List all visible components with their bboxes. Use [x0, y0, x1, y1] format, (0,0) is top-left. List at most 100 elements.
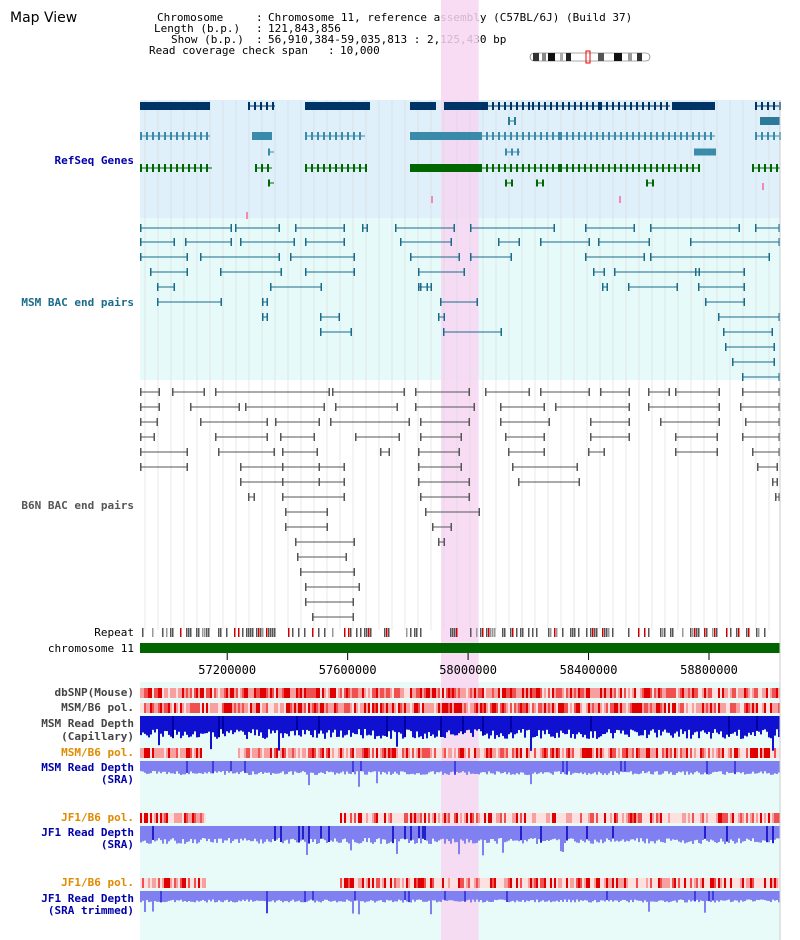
repeat-element — [238, 628, 240, 637]
heat-cell — [656, 688, 658, 698]
depth-bar — [152, 891, 154, 912]
b6n-bac-pair-end — [275, 418, 277, 426]
b6n-bac-pair — [335, 403, 398, 411]
depth-bar — [420, 826, 422, 844]
depth-bar — [660, 826, 662, 842]
b6n-bac-pair — [140, 463, 188, 471]
depth-bar — [300, 716, 302, 737]
depth-bar — [278, 826, 280, 839]
depth-bar — [740, 716, 742, 739]
heat-cell — [692, 688, 694, 698]
depth-bar — [430, 761, 432, 772]
depth-bar — [592, 826, 594, 844]
depth-bar — [578, 761, 580, 774]
depth-bar — [664, 891, 666, 902]
depth-bar — [438, 891, 440, 902]
heat-cell — [360, 703, 362, 713]
msm-bac-pair-end — [443, 328, 445, 336]
depth-bar — [516, 716, 518, 734]
depth-bar — [504, 761, 506, 772]
depth-bar — [350, 761, 352, 775]
heat-cell — [684, 748, 686, 758]
depth-bar — [152, 761, 154, 772]
heat-cell — [344, 703, 346, 713]
depth-bar — [200, 716, 202, 734]
depth-bar — [360, 761, 362, 772]
b6n-bac-pair-end — [238, 403, 240, 411]
depth-bar — [378, 891, 380, 901]
heat-cell — [496, 878, 498, 888]
heat-cell — [554, 703, 556, 713]
depth-bar — [356, 891, 358, 901]
gene-exon — [632, 132, 634, 140]
depth-bar — [556, 716, 558, 733]
heat-cell — [414, 748, 416, 758]
heat-cell — [202, 688, 204, 698]
heat-cell — [594, 748, 596, 758]
depth-bar — [712, 716, 714, 733]
depth-bar — [756, 716, 758, 731]
heat-cell — [370, 688, 372, 698]
depth-bar — [590, 826, 592, 844]
b6n-bac-pair-end — [778, 388, 780, 396]
b6n-bac-pair-end — [190, 403, 192, 411]
depth-bar — [332, 761, 334, 773]
heat-cell — [462, 813, 464, 823]
heat-cell — [632, 688, 634, 698]
heat-cell — [242, 748, 244, 758]
depth-bar — [272, 826, 274, 840]
heat-cell — [662, 748, 664, 758]
msm-bac-pair-end — [650, 253, 652, 261]
repeat-element — [298, 628, 300, 637]
repeat-element — [318, 628, 320, 637]
heat-cell — [394, 688, 396, 698]
depth-bar — [630, 716, 632, 730]
depth-bar — [306, 826, 308, 855]
heat-cell — [552, 813, 554, 823]
depth-bar — [684, 891, 686, 903]
gene-exon — [692, 132, 694, 140]
heat-cell — [150, 688, 152, 698]
gene-exon — [267, 164, 269, 172]
heat-cell — [628, 688, 630, 698]
depth-bar — [222, 891, 224, 903]
depth-bar — [574, 826, 576, 842]
repeat-element — [386, 628, 388, 637]
depth-bar — [226, 826, 228, 841]
depth-bar — [214, 891, 216, 903]
b6n-bac-pair-end — [543, 433, 545, 441]
depth-bar — [692, 891, 694, 901]
depth-bar — [560, 716, 562, 731]
gene-exon — [580, 102, 582, 110]
depth-bar — [148, 891, 150, 903]
heat-cell — [658, 748, 660, 758]
depth-bar — [498, 761, 500, 772]
depth-bar — [738, 761, 740, 773]
depth-bar — [616, 826, 618, 841]
b6n-bac-pair — [757, 463, 778, 471]
heat-cell — [238, 703, 240, 713]
heat-cell — [434, 813, 436, 823]
heat-cell — [234, 703, 236, 713]
span-value: 10,000 — [340, 44, 380, 57]
heat-cell — [558, 878, 560, 888]
depth-bar — [748, 761, 750, 774]
depth-bar — [718, 761, 720, 772]
heat-cell — [706, 703, 708, 713]
b6n-bac-pair — [420, 493, 470, 501]
depth-bar — [322, 891, 324, 902]
heat-cell — [512, 878, 514, 888]
heat-cell — [346, 703, 348, 713]
heat-cell — [728, 688, 730, 698]
heat-cell — [468, 748, 470, 758]
depth-bar — [578, 716, 580, 733]
gene-exon — [536, 179, 538, 187]
gene-exon — [710, 132, 712, 140]
gene-exon — [188, 132, 190, 140]
heat-cell — [672, 813, 674, 823]
b6n-bac-pair — [418, 463, 462, 471]
depth-bar — [674, 716, 676, 734]
heat-cell — [426, 748, 428, 758]
depth-bar — [600, 716, 602, 737]
